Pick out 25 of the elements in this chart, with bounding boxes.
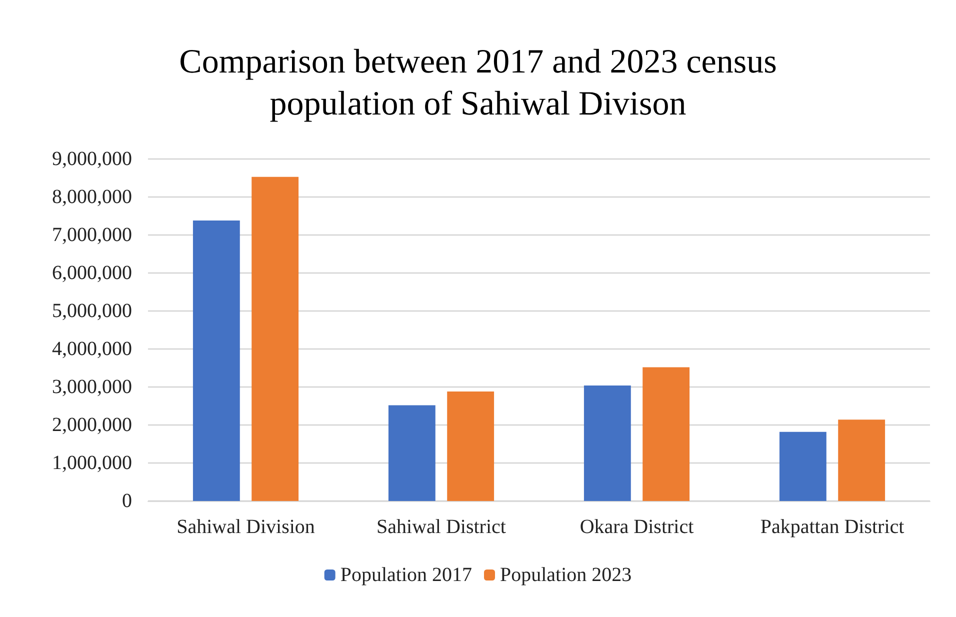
- y-tick-label: 0: [122, 490, 132, 512]
- bar: [584, 385, 631, 501]
- y-tick-label: 1,000,000: [52, 452, 132, 474]
- y-tick-label: 8,000,000: [52, 186, 132, 208]
- bar: [779, 432, 826, 501]
- y-tick-label: 9,000,000: [52, 148, 132, 170]
- bar: [838, 420, 886, 501]
- y-tick-label: 3,000,000: [52, 376, 132, 398]
- bar: [447, 392, 494, 501]
- x-tick-label: Sahiwal Division: [176, 516, 315, 538]
- y-tick-label: 5,000,000: [52, 300, 132, 322]
- bar: [252, 176, 299, 501]
- y-tick-label: 6,000,000: [52, 262, 132, 284]
- legend-label: Population 2023: [500, 564, 632, 586]
- y-tick-label: 7,000,000: [52, 224, 132, 246]
- y-tick-label: 4,000,000: [52, 338, 132, 360]
- bar: [642, 367, 690, 501]
- legend-label: Population 2017: [340, 564, 472, 586]
- bar: [192, 220, 240, 501]
- x-tick-label: Okara District: [580, 516, 694, 538]
- chart-title: Comparison between 2017 and 2023 census population of Sahiwal Divison: [179, 44, 777, 122]
- x-tick-label: Sahiwal District: [376, 516, 506, 538]
- x-tick-label: Pakpattan District: [760, 516, 905, 538]
- bar: [388, 405, 436, 501]
- y-tick-label: 2,000,000: [52, 414, 132, 436]
